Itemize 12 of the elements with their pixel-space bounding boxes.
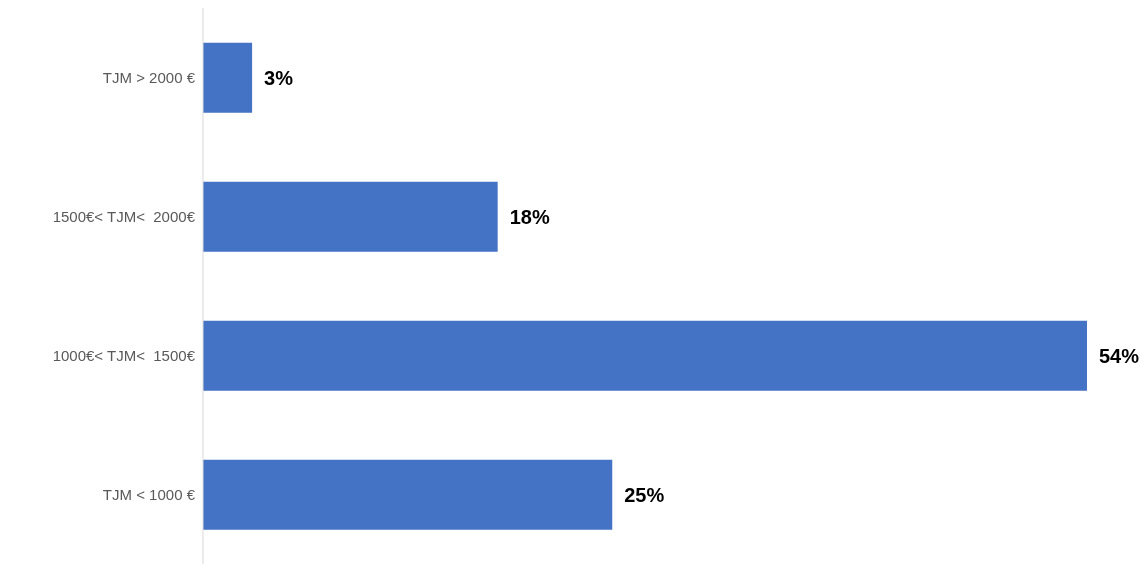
data-label: 18% [509, 205, 550, 228]
y-tick-label: 1500€< TJM< 2000€ [52, 207, 196, 225]
data-label: 54% [1099, 344, 1140, 367]
y-tick-label: TJM < 1000 € [102, 485, 196, 503]
y-tick-label: 1000€< TJM< 1500€ [52, 346, 196, 364]
data-label: 25% [624, 483, 665, 506]
data-label: 3% [264, 66, 294, 89]
y-tick-label: TJM > 2000 € [102, 68, 196, 86]
bar [203, 42, 253, 113]
bar [203, 459, 613, 530]
bar [203, 181, 498, 252]
bar [203, 320, 1087, 391]
